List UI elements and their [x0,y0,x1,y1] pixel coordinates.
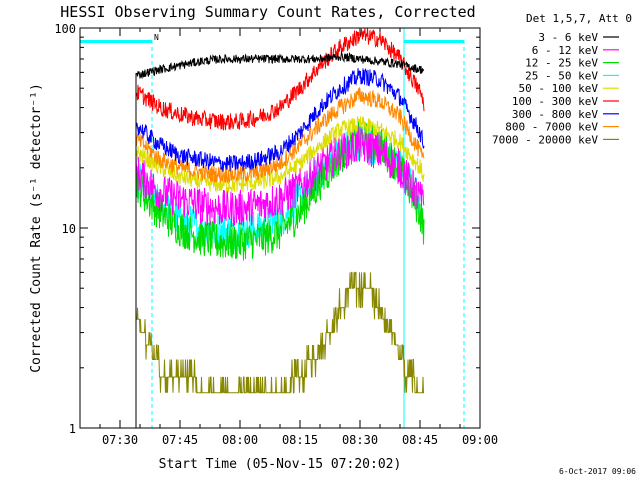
y-tick-label: 10 [62,222,76,236]
series-line [135,126,425,428]
legend-entry-label: 25 - 50 keV [525,69,598,82]
series-line [135,116,425,428]
observing-bar [404,40,464,43]
x-tick-label: 08:15 [282,433,318,447]
series-line [135,271,424,428]
legend-entry-label: 800 - 7000 keV [505,121,598,134]
plot-area: N [80,28,465,428]
y-axis-label: Corrected Count Rate (s⁻¹ detector⁻¹) [29,83,44,373]
legend-entry-label: 12 - 25 keV [525,57,598,70]
x-tick-label: 07:30 [102,433,138,447]
x-tick-label: 07:45 [162,433,198,447]
x-tick-label: 08:45 [402,433,438,447]
x-tick-label: 09:00 [462,433,498,447]
x-axis-label: Start Time (05-Nov-15 07:20:02) [159,457,402,472]
series-line [135,86,425,428]
y-tick-label: 100 [54,22,76,36]
x-tick-label: 08:00 [222,433,258,447]
legend-entry-label: 3 - 6 keV [538,31,598,44]
x-tick-label: 08:30 [342,433,378,447]
observing-bar [80,40,152,43]
series-line [135,50,425,428]
legend-entry-label: 300 - 800 keV [512,108,598,121]
series-line [135,28,425,428]
footer-timestamp: 6-Oct-2017 09:06 [559,467,636,476]
axis-ticks: 07:30 07:45 08:00 08:15 08:30 08:45 09:00 1 10 10… [54,22,498,447]
series-line [135,68,425,428]
chart-title: HESSI Observing Summary Count Rates, Cor… [60,3,475,21]
observing-bar-label: N [154,33,159,42]
legend-entry-label: 6 - 12 keV [532,44,599,57]
legend-entry-label: 100 - 300 keV [512,95,598,108]
legend-entry-label: 50 - 100 keV [519,82,599,95]
legend-entry-label: 7000 - 20000 keV [492,133,598,146]
legend-title: Det 1,5,7, Att 0 [526,12,632,25]
y-tick-label: 1 [69,422,76,436]
